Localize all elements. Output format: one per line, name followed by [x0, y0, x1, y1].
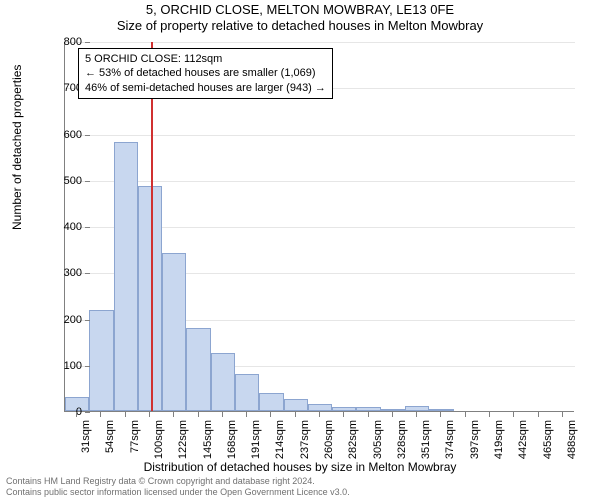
histogram-bar: [405, 406, 429, 411]
x-tick-mark: [125, 412, 126, 417]
x-tick-label: 100sqm: [153, 420, 165, 459]
x-tick-mark: [562, 412, 563, 417]
y-tick-mark: [85, 135, 90, 136]
y-tick-mark: [85, 227, 90, 228]
y-tick-label: 0: [52, 406, 82, 418]
y-tick-label: 200: [52, 314, 82, 326]
annotation-line-3: 46% of semi-detached houses are larger (…: [85, 81, 326, 95]
x-tick-mark: [440, 412, 441, 417]
y-tick-label: 100: [52, 360, 82, 372]
x-tick-mark: [149, 412, 150, 417]
x-tick-label: 397sqm: [469, 420, 481, 459]
y-tick-mark: [85, 320, 90, 321]
gridline-h: [65, 135, 575, 136]
histogram-bar: [356, 407, 380, 411]
y-axis-label: Number of detached properties: [10, 65, 24, 230]
x-tick-label: 145sqm: [202, 420, 214, 459]
x-tick-label: 465sqm: [542, 420, 554, 459]
x-tick-mark: [392, 412, 393, 417]
x-tick-mark: [343, 412, 344, 417]
y-tick-mark: [85, 181, 90, 182]
x-tick-label: 260sqm: [323, 420, 335, 459]
y-tick-label: 300: [52, 267, 82, 279]
annotation-box: 5 ORCHID CLOSE: 112sqm ← 53% of detached…: [78, 48, 333, 99]
x-tick-mark: [198, 412, 199, 417]
x-tick-mark: [465, 412, 466, 417]
x-tick-mark: [246, 412, 247, 417]
footer-line-2: Contains public sector information licen…: [6, 487, 350, 498]
histogram-bar: [259, 393, 283, 412]
x-tick-label: 351sqm: [420, 420, 432, 459]
x-tick-label: 305sqm: [372, 420, 384, 459]
annotation-line-2: ← 53% of detached houses are smaller (1,…: [85, 66, 326, 80]
x-tick-mark: [100, 412, 101, 417]
x-tick-label: 31sqm: [80, 420, 92, 453]
histogram-bar: [138, 186, 162, 411]
y-tick-mark: [85, 412, 90, 413]
histogram-bar: [235, 374, 259, 411]
x-tick-mark: [222, 412, 223, 417]
gridline-h: [65, 42, 575, 43]
x-tick-label: 168sqm: [226, 420, 238, 459]
histogram-bar: [429, 409, 453, 411]
histogram-bar: [89, 310, 113, 411]
x-axis-label: Distribution of detached houses by size …: [0, 460, 600, 474]
x-tick-label: 237sqm: [299, 420, 311, 459]
chart-subtitle: Size of property relative to detached ho…: [0, 18, 600, 33]
histogram-bar: [308, 404, 332, 411]
histogram-bar: [162, 253, 186, 411]
x-tick-label: 54sqm: [104, 420, 116, 453]
x-tick-label: 328sqm: [396, 420, 408, 459]
y-tick-label: 500: [52, 175, 82, 187]
x-tick-mark: [538, 412, 539, 417]
footer-line-1: Contains HM Land Registry data © Crown c…: [6, 476, 350, 487]
x-tick-label: 374sqm: [444, 420, 456, 459]
gridline-h: [65, 181, 575, 182]
x-tick-label: 442sqm: [517, 420, 529, 459]
x-tick-mark: [513, 412, 514, 417]
chart-title: 5, ORCHID CLOSE, MELTON MOWBRAY, LE13 0F…: [0, 2, 600, 17]
x-tick-mark: [489, 412, 490, 417]
x-tick-label: 122sqm: [177, 420, 189, 459]
histogram-bar: [186, 328, 210, 411]
x-tick-mark: [416, 412, 417, 417]
histogram-bar: [381, 409, 405, 411]
histogram-bar: [284, 399, 308, 411]
y-tick-mark: [85, 366, 90, 367]
y-tick-label: 800: [52, 36, 82, 48]
x-tick-label: 419sqm: [493, 420, 505, 459]
histogram-bar: [211, 353, 235, 411]
y-tick-mark: [85, 42, 90, 43]
x-tick-mark: [76, 412, 77, 417]
y-tick-mark: [85, 273, 90, 274]
y-tick-label: 600: [52, 129, 82, 141]
x-tick-label: 214sqm: [274, 420, 286, 459]
annotation-line-1: 5 ORCHID CLOSE: 112sqm: [85, 52, 326, 66]
histogram-bar: [114, 142, 138, 411]
x-tick-mark: [319, 412, 320, 417]
x-tick-mark: [173, 412, 174, 417]
x-tick-label: 282sqm: [347, 420, 359, 459]
x-tick-label: 77sqm: [129, 420, 141, 453]
footer-attribution: Contains HM Land Registry data © Crown c…: [6, 476, 350, 498]
x-tick-mark: [368, 412, 369, 417]
x-tick-label: 191sqm: [250, 420, 262, 459]
histogram-bar: [332, 407, 356, 411]
chart-header: 5, ORCHID CLOSE, MELTON MOWBRAY, LE13 0F…: [0, 0, 600, 33]
y-tick-label: 400: [52, 221, 82, 233]
x-tick-mark: [270, 412, 271, 417]
x-tick-mark: [295, 412, 296, 417]
x-tick-label: 488sqm: [566, 420, 578, 459]
